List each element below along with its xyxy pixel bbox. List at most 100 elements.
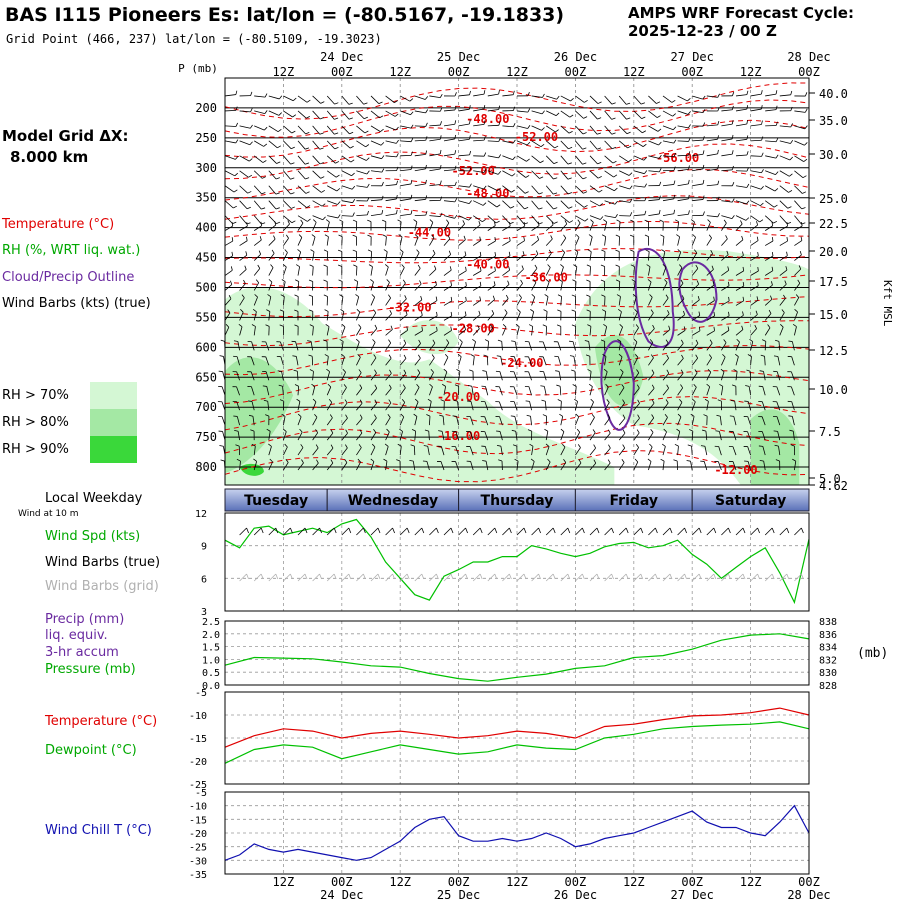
kft-label-5: 20.0 — [819, 245, 848, 259]
pressure-tick-800: 800 — [195, 460, 217, 474]
legend-temperature: Temperature (°C) — [2, 217, 114, 232]
pressure-tick-450: 450 — [195, 251, 217, 265]
wind-barb-1010 — [590, 267, 591, 276]
dewpoint-label: Dewpoint (°C) — [45, 743, 137, 758]
temperature-contour-label-8: -32.00 — [388, 300, 431, 314]
rh-70-swatch — [90, 382, 137, 409]
pressure-tick-350: 350 — [195, 191, 217, 205]
wind-barb-978 — [356, 267, 357, 276]
bottom-date-96: 27 Dec — [671, 888, 714, 900]
temperature-ytick-4: -5 — [195, 688, 207, 699]
kft-axis-label: Kft MSL — [881, 280, 894, 327]
forecast-cycle-value: 2025-12-23 / 00 Z — [628, 22, 777, 40]
pressure-axis-label: P (mb) — [178, 62, 218, 75]
pressure-right-tick-5: 838 — [819, 617, 837, 628]
precip-left-tick-5: 2.5 — [202, 617, 220, 628]
wind-barb-656 — [342, 216, 353, 217]
top-date-72: 26 Dec — [554, 50, 597, 64]
wind-barb-196 — [488, 125, 499, 126]
kft-label-4: 22.5 — [819, 217, 848, 231]
temperature-ytick-3: -10 — [189, 711, 207, 722]
top-date-96: 27 Dec — [671, 50, 714, 64]
wind-barb-1723 — [526, 401, 530, 402]
bottom-time-tick-12: 12Z — [273, 875, 295, 889]
temperature-contour-label-2: -56.00 — [656, 151, 699, 165]
pressure-units-label: (mb) — [857, 646, 888, 661]
bottom-time-tick-36: 12Z — [389, 875, 411, 889]
bottom-time-tick-72: 00Z — [565, 875, 587, 889]
wind-barb-1921 — [219, 445, 223, 446]
temperature-contour-label-5: -44.00 — [408, 226, 451, 240]
wind-barb-1839 — [788, 416, 792, 417]
bottom-time-tick-96: 00Z — [681, 875, 703, 889]
weekday-label-4: Saturday — [715, 493, 786, 509]
kft-label-3: 25.0 — [819, 192, 848, 206]
weekday-label-2: Thursday — [481, 493, 554, 509]
rh-90-swatch — [90, 436, 137, 463]
wind-barbs-true-label: Wind Barbs (true) — [45, 555, 160, 570]
wind-at-10m-label: Wind at 10 m — [18, 509, 78, 519]
model-grid-value: 8.000 km — [10, 148, 88, 166]
top-date-48: 25 Dec — [437, 50, 480, 64]
rh-90-label: RH > 90% — [2, 442, 69, 457]
temperature-contour-label-1: -52.00 — [515, 130, 558, 144]
pressure-right-tick-2: 832 — [819, 655, 837, 666]
pressure-tick-550: 550 — [195, 310, 217, 324]
chart-title: BAS I115 Pioneers Es: lat/lon = (-80.516… — [5, 4, 564, 26]
kft-label-12: 4.62 — [819, 479, 848, 493]
wind-barb-1439 — [788, 341, 792, 342]
temperature-contour-label-4: -48.00 — [466, 187, 509, 201]
wind-barb-186 — [415, 126, 426, 127]
pressure-tick-750: 750 — [195, 430, 217, 444]
wind-barb-1909 — [715, 431, 719, 432]
kft-label-1: 35.0 — [819, 114, 848, 128]
wind-barb-80 — [225, 110, 236, 111]
wind-chill-ytick-3: -20 — [189, 829, 207, 840]
rh-70-label: RH > 70% — [2, 388, 69, 403]
rh-80-label: RH > 80% — [2, 415, 69, 430]
pressure-tick-400: 400 — [195, 221, 217, 235]
local-weekday-label: Local Weekday — [45, 491, 142, 506]
pressure-tick-650: 650 — [195, 370, 217, 384]
wind-barb-1361 — [221, 340, 225, 341]
top-time-tick-108: 12Z — [740, 65, 762, 79]
temperature-contour-label-10: -24.00 — [500, 356, 543, 370]
wind-chill-ytick-6: -5 — [195, 788, 207, 799]
wind-barb-1094 — [619, 281, 620, 290]
wind-chill-ytick-5: -10 — [189, 802, 207, 813]
precip-left-tick-2: 1.0 — [202, 655, 220, 666]
wind-barb-1441 — [220, 356, 224, 357]
legend-rh: RH (%, WRT liq. wat.) — [2, 243, 140, 258]
pressure-tick-600: 600 — [195, 340, 217, 354]
top-time-tick-72: 00Z — [565, 65, 587, 79]
top-time-tick-24: 00Z — [331, 65, 353, 79]
wind-barb-1801 — [511, 416, 515, 417]
top-date-120: 28 Dec — [787, 50, 830, 64]
pressure-tick-500: 500 — [195, 280, 217, 294]
kft-label-2: 30.0 — [819, 148, 848, 162]
wind-barb-2001 — [221, 460, 225, 461]
kft-label-8: 12.5 — [819, 344, 848, 358]
pressure-right-tick-3: 834 — [819, 643, 837, 654]
kft-label-0: 40.0 — [819, 87, 848, 101]
pressure-tick-250: 250 — [195, 131, 217, 145]
kft-label-7: 15.0 — [819, 308, 848, 322]
temperature-contour-label-9: -28.00 — [452, 321, 495, 335]
wind-chill-label: Wind Chill T (°C) — [45, 823, 152, 838]
pressure-right-tick-1: 830 — [819, 668, 837, 679]
top-time-tick-60: 12Z — [506, 65, 528, 79]
wind-chill-ytick-2: -25 — [189, 843, 207, 854]
temperature-ytick-2: -15 — [189, 734, 207, 745]
kft-label-6: 17.5 — [819, 275, 848, 289]
wind-chill-ytick-4: -15 — [189, 815, 207, 826]
top-time-tick-96: 00Z — [681, 65, 703, 79]
temperature-contour-label-13: -12.00 — [714, 463, 757, 477]
precip-label-2: liq. equiv. — [45, 628, 108, 643]
wind-speed-label: Wind Spd (kts) — [45, 529, 140, 544]
top-time-tick-36: 12Z — [389, 65, 411, 79]
wind-barb-1793 — [453, 416, 457, 417]
pressure-right-tick-0: 828 — [819, 681, 837, 692]
